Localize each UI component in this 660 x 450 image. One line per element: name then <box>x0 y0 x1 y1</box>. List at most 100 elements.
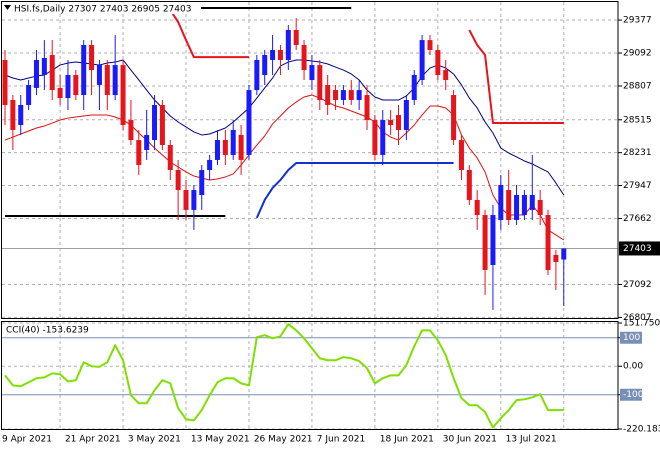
candle-body <box>435 50 441 76</box>
title-backdrop <box>3 3 201 14</box>
y-tick-label: 0.00 <box>623 362 643 372</box>
candle-body <box>33 59 39 88</box>
candle-body <box>285 30 291 60</box>
last-price-box <box>619 241 660 256</box>
y-tick-label: 29377 <box>623 16 652 26</box>
y-tick-label: 28807 <box>623 82 652 92</box>
candle-body <box>293 30 299 46</box>
candle-body <box>57 87 63 99</box>
indicator-line <box>4 323 564 429</box>
candle-body <box>309 65 315 80</box>
candle-body <box>89 45 95 71</box>
x-tick-label: 30 Jun 2021 <box>443 435 497 445</box>
candle-body <box>490 215 496 266</box>
indicator-line <box>4 94 565 241</box>
candle-body <box>466 170 472 200</box>
candle-body <box>277 50 283 60</box>
candle-body <box>317 65 323 101</box>
candle-body <box>246 90 252 155</box>
candle-body <box>474 199 480 216</box>
candle-body <box>96 65 102 85</box>
candle-body <box>521 195 527 216</box>
candle-body <box>49 54 55 91</box>
candle-body <box>451 95 457 141</box>
candle-body <box>356 90 362 101</box>
y-tick-label: 28515 <box>623 115 652 125</box>
candle-body <box>443 70 449 80</box>
main-frame <box>1 1 619 319</box>
y-tick-label: 29092 <box>623 49 652 59</box>
cci-title: CCI(40) -153.6239 <box>6 326 89 336</box>
candle-body <box>175 170 181 191</box>
y-tick-label: -100 <box>623 390 644 400</box>
candle-body <box>340 90 346 101</box>
x-tick-label: 13 Jul 2021 <box>506 435 557 445</box>
candle-body <box>144 134 150 150</box>
x-tick-label: 21 Apr 2021 <box>65 435 121 445</box>
y-tick-label: 27662 <box>623 214 652 224</box>
candle-body <box>136 140 142 166</box>
candle-body <box>561 248 567 260</box>
indicator-line <box>169 9 249 59</box>
y-tick-label: 27092 <box>623 280 652 290</box>
candle-body <box>411 75 417 101</box>
candle-body <box>159 104 165 146</box>
candle-body <box>482 215 488 270</box>
candle-body <box>553 254 559 262</box>
x-tick-label: 18 Jun 2021 <box>380 435 434 445</box>
candle-body <box>167 145 173 171</box>
candle-body <box>545 215 551 270</box>
indicator-line <box>4 59 565 196</box>
candle-body <box>191 190 197 210</box>
candle-body <box>26 84 32 105</box>
candle-body <box>199 170 205 196</box>
candle-body <box>10 100 16 130</box>
candle-body <box>529 195 535 210</box>
candle-body <box>254 59 260 91</box>
candle-body <box>364 95 370 121</box>
candle-body <box>537 199 543 216</box>
x-tick-label: 26 May 2021 <box>254 435 313 445</box>
y-tick-label: 100 <box>623 333 640 343</box>
candle-body <box>18 104 24 125</box>
candle-body <box>128 120 134 141</box>
candle-body <box>112 65 118 96</box>
candle-body <box>301 45 307 71</box>
candle-body <box>222 140 228 155</box>
candle-body <box>427 40 433 51</box>
candle-body <box>262 54 268 76</box>
candle-body <box>348 90 354 101</box>
candle-body <box>120 65 126 125</box>
chart-title: HSI.fs,Daily 27307 27403 26905 27403 <box>14 5 191 15</box>
x-tick-label: 9 Apr 2021 <box>2 435 52 445</box>
candle-body <box>65 75 71 99</box>
y-tick-label: 151.7509 <box>623 319 660 329</box>
candle-body <box>207 159 213 171</box>
candle-body <box>506 190 512 220</box>
indicator-line <box>468 29 564 125</box>
candle-body <box>458 140 464 171</box>
indicator-line <box>255 161 454 219</box>
y-tick-label: 26807 <box>623 313 652 323</box>
level-label-box <box>620 388 642 401</box>
candle-body <box>41 58 47 76</box>
candle-body <box>325 84 331 105</box>
candle-body <box>2 59 8 105</box>
candle-body <box>73 75 79 96</box>
candle-body <box>380 120 386 155</box>
candle-body <box>183 190 189 210</box>
candle-body <box>152 104 158 141</box>
candle-body <box>388 120 394 125</box>
candle-body <box>514 195 520 220</box>
candle-body <box>230 129 236 155</box>
last-price-label: 27403 <box>623 244 652 254</box>
candle-body <box>396 115 401 130</box>
y-tick-label: -220.183 <box>623 425 660 435</box>
title-marker <box>4 5 11 10</box>
candle-body <box>403 100 409 130</box>
cci-frame <box>1 321 619 430</box>
y-tick-label: 27947 <box>623 181 652 191</box>
level-label-box <box>620 331 642 344</box>
